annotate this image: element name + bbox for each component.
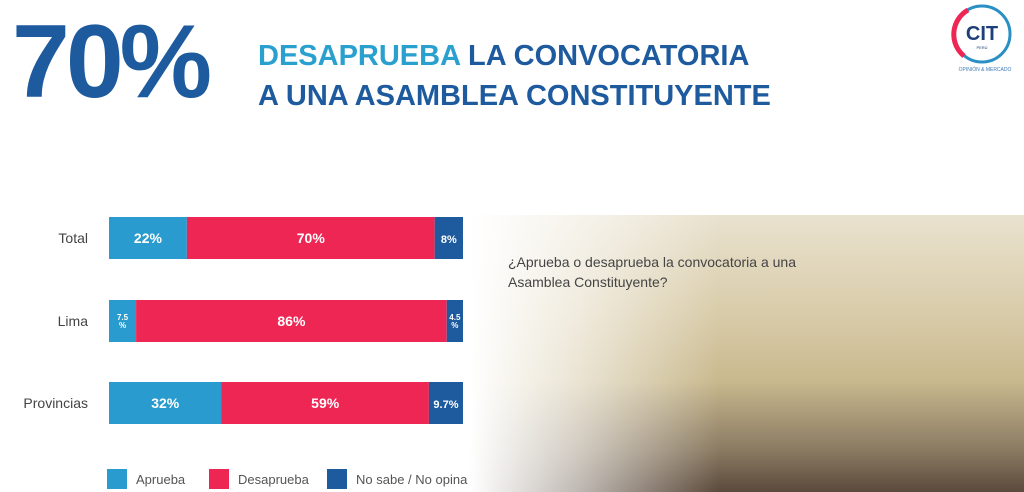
legend-label: Aprueba [136, 472, 186, 487]
data-label: 32% [151, 395, 180, 411]
data-label: 4.5 [449, 313, 461, 322]
svg-text:PERÚ: PERÚ [976, 45, 987, 50]
legend-swatch [209, 469, 229, 489]
bar-segment [136, 300, 447, 342]
bar-segment [428, 382, 463, 424]
headline-line-2: A UNA ASAMBLEA CONSTITUYENTE [258, 80, 771, 112]
data-label: % [451, 321, 458, 330]
headline-rest: LA CONVOCATORIA [459, 40, 750, 72]
category-label: Total [58, 230, 88, 246]
legend-label: No sabe / No opina [356, 472, 468, 487]
headline: DESAPRUEBA LA CONVOCATORIA A UNA ASAMBLE… [258, 36, 771, 116]
bar-segment [109, 300, 137, 342]
data-label: 70% [297, 230, 326, 246]
category-label: Provincias [23, 395, 88, 411]
survey-question: ¿Aprueba o desaprueba la convocatoria a … [508, 254, 796, 290]
bar-segment [446, 300, 463, 342]
svg-text:CIT: CIT [966, 23, 998, 45]
headline-percentage: 70% [12, 4, 212, 120]
bar-segment [109, 217, 187, 259]
data-label: 22% [134, 230, 163, 246]
bar-segment [434, 217, 463, 259]
legend-label: Desaprueba [238, 472, 310, 487]
bar-segment [109, 382, 222, 424]
headline-highlight: DESAPRUEBA [258, 40, 460, 72]
legend-swatch [327, 469, 347, 489]
data-label: 86% [277, 313, 306, 329]
bar-segment [186, 217, 435, 259]
category-label: Lima [58, 313, 89, 329]
congress-photo [470, 215, 1024, 492]
cit-logo: CIT PERÚ [951, 4, 1012, 64]
logo-tagline: OPINIÓN & MERCADO [958, 67, 1012, 73]
data-label: 7.5 [117, 313, 129, 322]
data-label: 8% [441, 234, 457, 246]
data-label: % [119, 321, 126, 330]
data-label: 9.7% [433, 399, 458, 411]
legend-swatch [107, 469, 127, 489]
bar-segment [221, 382, 429, 424]
data-label: 59% [311, 395, 340, 411]
